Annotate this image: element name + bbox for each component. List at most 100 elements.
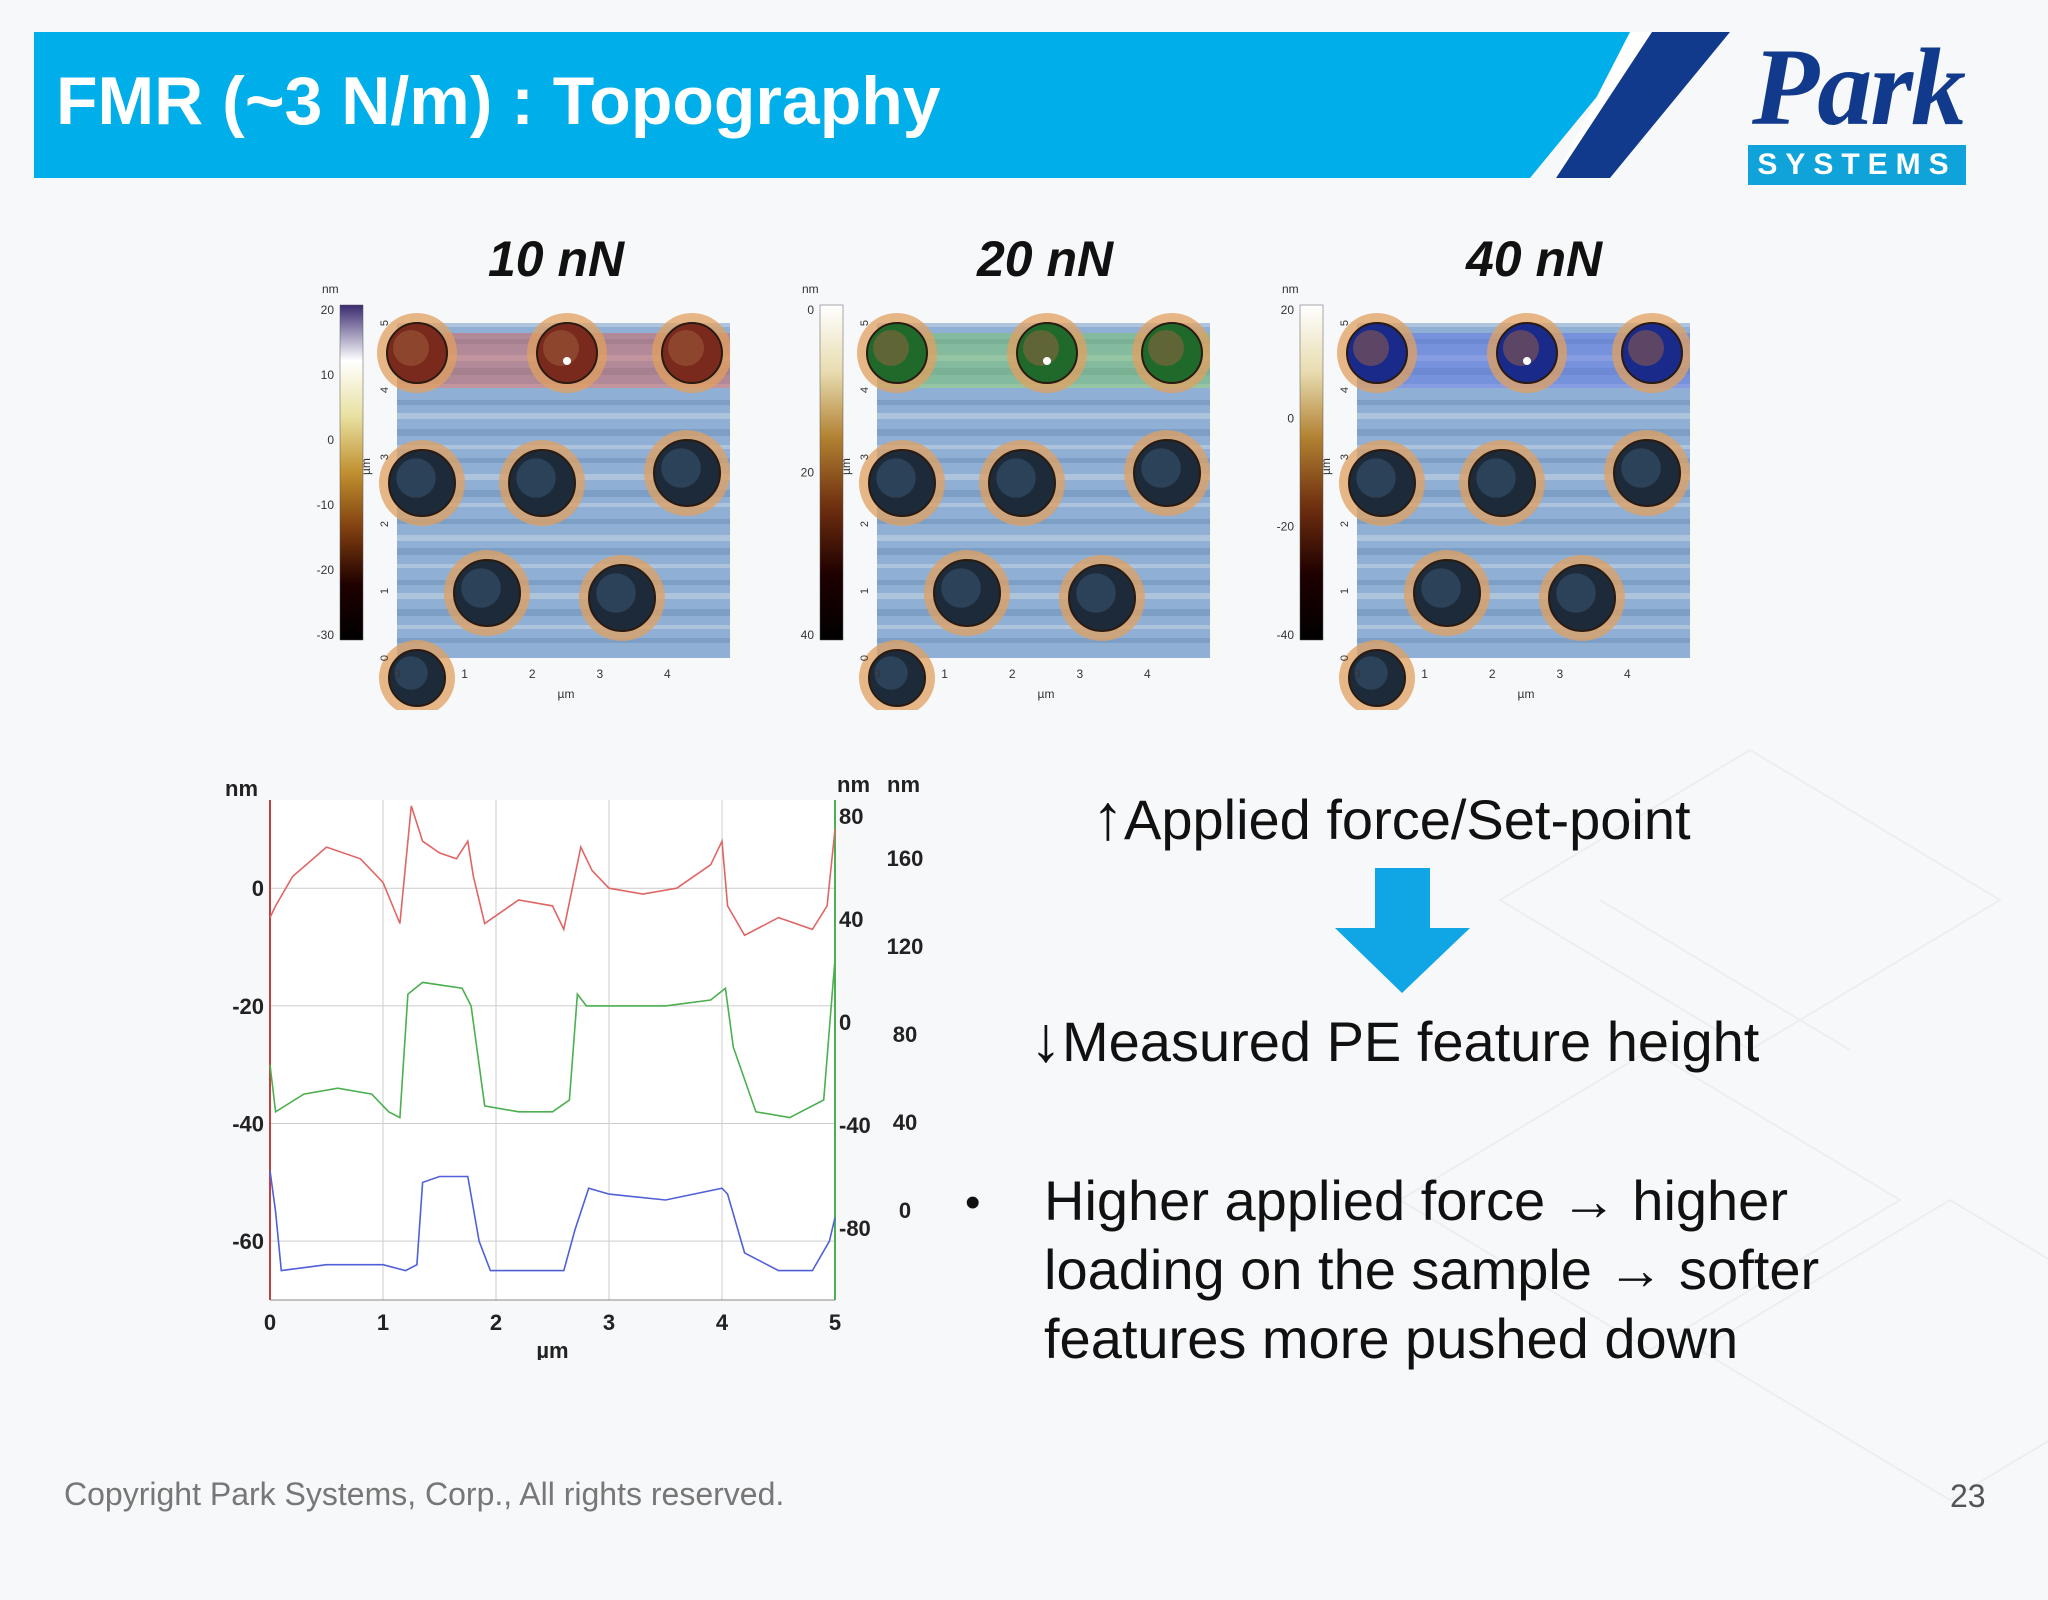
y-axis-tick: 1 bbox=[859, 588, 871, 594]
colorbar-tick: 0 bbox=[327, 433, 334, 447]
y-tick-label: -60 bbox=[232, 1229, 264, 1254]
scan-line bbox=[1357, 400, 1690, 405]
colorbar bbox=[1299, 304, 1324, 641]
left-axis-unit: nm bbox=[225, 776, 258, 801]
scan-line bbox=[877, 564, 1210, 568]
scan-line bbox=[877, 535, 1210, 541]
colorbar-tick: 20 bbox=[321, 303, 335, 317]
scan-line bbox=[1357, 580, 1690, 585]
x-axis-tick: 1 bbox=[1421, 667, 1428, 681]
x-tick-label: 4 bbox=[716, 1310, 729, 1335]
scan-line bbox=[1357, 413, 1690, 419]
y-axis-tick: 3 bbox=[379, 454, 391, 460]
scan-line bbox=[877, 400, 1210, 405]
panel-label-20nn: 20 nN bbox=[977, 231, 1114, 287]
feature-texture bbox=[941, 568, 981, 608]
x-axis-tick: 4 bbox=[1144, 667, 1151, 681]
colorbar-tick: -30 bbox=[317, 628, 335, 642]
feature-texture bbox=[876, 458, 916, 498]
scan-line bbox=[397, 429, 730, 436]
scan-line bbox=[1357, 625, 1690, 629]
colorbar-tick: 0 bbox=[1287, 411, 1294, 425]
scan-line bbox=[1357, 638, 1690, 643]
scan-line bbox=[397, 580, 730, 585]
y-axis-tick: 3 bbox=[859, 454, 871, 460]
y-axis-tick: 5 bbox=[1339, 320, 1351, 326]
scan-line bbox=[397, 519, 730, 524]
feature-texture bbox=[1421, 568, 1461, 608]
y-axis-tick: 4 bbox=[1339, 387, 1351, 393]
feature-texture bbox=[396, 458, 436, 498]
right-axis-1-tick: 0 bbox=[839, 1010, 851, 1035]
measured-height-statement: ↓Measured PE feature height bbox=[1030, 1002, 1759, 1076]
topography-map bbox=[857, 313, 1210, 710]
x-axis-tick: 4 bbox=[664, 667, 671, 681]
x-axis-tick: 3 bbox=[1076, 667, 1083, 681]
feature-texture bbox=[393, 330, 429, 366]
y-axis-tick: 4 bbox=[379, 387, 391, 393]
y-axis-tick: 1 bbox=[1339, 588, 1351, 594]
scan-line bbox=[1357, 429, 1690, 436]
scan-line bbox=[397, 609, 730, 616]
x-axis-tick: 3 bbox=[1556, 667, 1563, 681]
scan-line bbox=[877, 519, 1210, 524]
feature-texture bbox=[543, 330, 579, 366]
feature-texture bbox=[516, 458, 556, 498]
colorbar bbox=[339, 304, 364, 641]
colorbar-tick: 0 bbox=[807, 303, 814, 317]
x-axis-tick: 0 bbox=[1354, 667, 1361, 681]
y-axis-label: µm bbox=[359, 458, 373, 475]
feature-texture bbox=[1356, 458, 1396, 498]
scan-line bbox=[397, 535, 730, 541]
y-axis-label: µm bbox=[839, 458, 853, 475]
right-axis-1-unit: nm bbox=[837, 772, 870, 797]
feature-texture bbox=[394, 656, 428, 690]
bullet-text: Higher applied force → higher loading on… bbox=[1044, 1169, 1820, 1370]
x-axis-tick: 2 bbox=[1489, 667, 1496, 681]
scan-line bbox=[877, 580, 1210, 585]
park-logo-word: Park bbox=[1752, 26, 1966, 148]
colorbar-tick: 10 bbox=[321, 368, 335, 382]
y-axis-tick: 2 bbox=[859, 521, 871, 527]
x-axis-tick: 1 bbox=[941, 667, 948, 681]
right-axis-2-tick: 0 bbox=[899, 1198, 911, 1223]
feature-texture bbox=[1556, 573, 1596, 613]
feature-texture bbox=[668, 330, 704, 366]
y-axis-tick: 5 bbox=[379, 320, 391, 326]
x-axis-tick: 4 bbox=[1624, 667, 1631, 681]
scan-line bbox=[877, 413, 1210, 419]
x-axis-label: µm bbox=[1038, 687, 1055, 701]
feature-texture bbox=[1621, 448, 1661, 488]
scan-line bbox=[397, 593, 730, 599]
right-axis-2-unit: nm bbox=[887, 772, 920, 797]
colorbar bbox=[819, 304, 844, 641]
y-axis-label: µm bbox=[1319, 458, 1333, 475]
slide-title: FMR (~3 N/m) : Topography bbox=[56, 63, 941, 139]
x-axis-tick: 0 bbox=[874, 667, 881, 681]
feature-texture bbox=[661, 448, 701, 488]
topography-map bbox=[1337, 313, 1690, 710]
scan-line bbox=[397, 564, 730, 568]
colorbar-unit: nm bbox=[322, 282, 339, 296]
topography-map bbox=[377, 313, 730, 710]
right-axis-2-tick: 160 bbox=[887, 846, 924, 871]
profile-series-3 bbox=[269, 1170, 836, 1272]
y-axis-tick: 1 bbox=[379, 588, 391, 594]
colorbar-tick: -10 bbox=[317, 498, 335, 512]
y-axis-tick: 0 bbox=[859, 655, 871, 661]
marker-dot bbox=[1043, 357, 1051, 365]
feature-texture bbox=[461, 568, 501, 608]
right-axis-1-tick: 80 bbox=[839, 804, 863, 829]
marker-dot bbox=[1523, 357, 1531, 365]
y-tick-label: -40 bbox=[232, 1112, 264, 1137]
scan-line bbox=[1357, 609, 1690, 616]
colorbar-tick: -20 bbox=[1277, 520, 1295, 534]
right-axis-2-tick: 80 bbox=[893, 1022, 917, 1047]
park-logo-systems: SYSTEMS bbox=[1748, 145, 1966, 185]
applied-force-statement: ↑Applied force/Set-point bbox=[1092, 780, 1691, 854]
x-axis-label: µm bbox=[536, 1338, 568, 1360]
panel-label-40nn: 40 nN bbox=[1466, 231, 1603, 287]
profile-series-1 bbox=[269, 805, 836, 937]
feature-texture bbox=[1503, 330, 1539, 366]
feature-texture bbox=[874, 656, 908, 690]
